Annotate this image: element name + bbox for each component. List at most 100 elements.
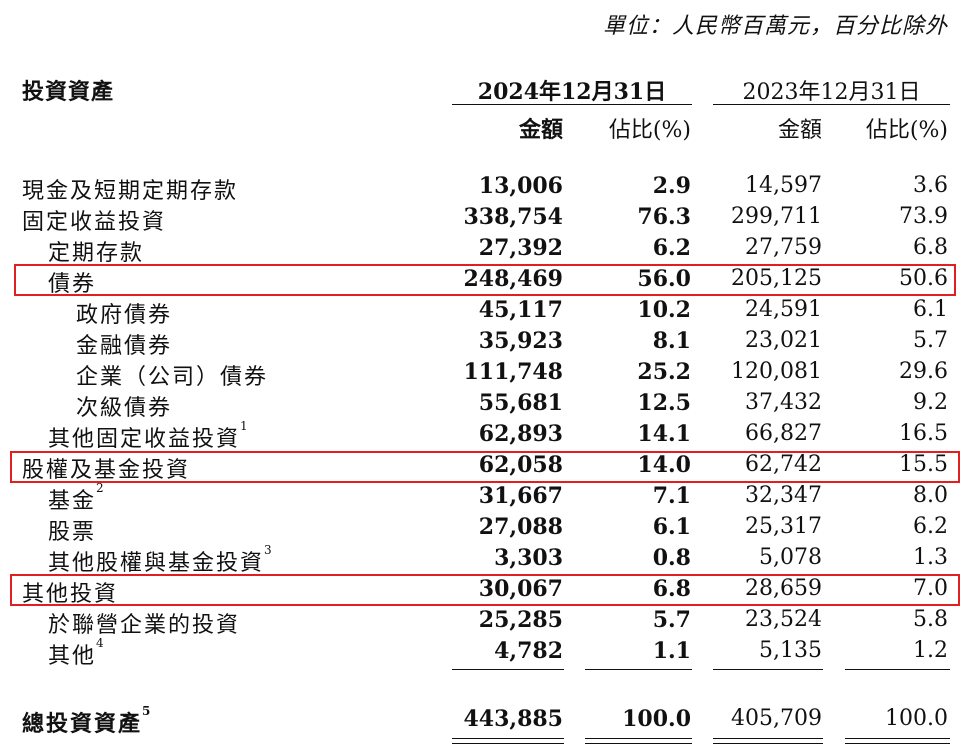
cell-amount-2023: 299,711 (731, 204, 822, 229)
cell-ratio-2024: 6.8 (652, 576, 691, 602)
cell-amount-2024: 13,006 (478, 173, 563, 199)
footnote-marker: 2 (96, 481, 104, 495)
table-row: 定期存款 27,392 6.2 27,759 6.8 (0, 235, 974, 266)
row-label-text: 其他股權與基金投資 (48, 551, 265, 576)
period-underline-2024 (452, 104, 692, 105)
cell-amount-2023: 25,317 (745, 514, 822, 539)
row-label: 金融債券 (76, 328, 172, 360)
row-label: 基金2 (48, 481, 104, 515)
cell-amount-2023: 14,597 (745, 173, 822, 198)
cell-amount-2024: 35,923 (478, 328, 563, 354)
subtotal-line-ratio-2024 (585, 669, 692, 670)
subtotal-line-amount-2023 (713, 669, 823, 670)
cell-amount-2023: 120,081 (731, 359, 822, 384)
cell-ratio-2023: 100.0 (885, 706, 948, 731)
ratio-header-2023: 佔比(%) (865, 118, 948, 143)
unit-note: 單位：人民幣百萬元，百分比除外 (602, 14, 948, 39)
ratio-header-2024: 佔比(%) (608, 118, 691, 143)
cell-amount-2024: 338,754 (463, 204, 563, 230)
row-label: 債券 (48, 266, 96, 298)
cell-amount-2024: 248,469 (463, 266, 563, 292)
cell-amount-2023: 28,659 (745, 576, 822, 601)
cell-amount-2023: 5,135 (759, 638, 822, 663)
row-label: 定期存款 (48, 235, 144, 267)
row-label-text: 債券 (48, 272, 97, 297)
subtotal-line-ratio-2023 (845, 669, 950, 670)
cell-amount-2023: 66,827 (745, 421, 822, 446)
total-row: 總投資資產5 443,885 100.0 405,709 100.0 (0, 704, 974, 737)
cell-ratio-2024: 7.1 (652, 483, 691, 509)
cell-ratio-2023: 6.8 (913, 235, 948, 260)
cell-ratio-2023: 29.6 (899, 359, 948, 384)
amount-header-2023: 金額 (777, 118, 822, 143)
row-label-text: 總投資資產 (22, 711, 143, 737)
cell-ratio-2023: 9.2 (913, 390, 948, 415)
cell-ratio-2023: 16.5 (899, 421, 948, 446)
cell-amount-2023: 32,347 (745, 483, 822, 508)
row-label-text: 股權及基金投資 (22, 458, 191, 483)
row-label: 其他固定收益投資1 (48, 419, 248, 453)
cell-ratio-2023: 5.8 (913, 607, 948, 632)
total-double-line-ratio-2024 (585, 738, 692, 744)
cell-amount-2024: 443,885 (463, 706, 563, 732)
row-label: 股票 (48, 514, 96, 546)
cell-ratio-2023: 15.5 (899, 452, 948, 477)
table-title: 投資資產 (22, 79, 115, 105)
cell-amount-2023: 62,742 (745, 452, 822, 477)
row-label: 其他股權與基金投資3 (48, 543, 272, 577)
cell-amount-2024: 45,117 (478, 297, 563, 323)
table-row: 基金2 31,667 7.1 32,347 8.0 (0, 481, 974, 515)
total-double-line-amount-2023 (713, 738, 823, 744)
cell-amount-2024: 55,681 (478, 390, 563, 416)
total-double-line-ratio-2023 (845, 738, 950, 744)
cell-ratio-2024: 14.0 (637, 452, 691, 478)
cell-ratio-2023: 1.2 (913, 638, 948, 663)
footnote-marker: 1 (240, 419, 248, 433)
row-label-text: 其他 (48, 644, 97, 669)
cell-ratio-2024: 76.3 (637, 204, 691, 230)
footnote-marker: 5 (142, 704, 151, 718)
row-label: 於聯營企業的投資 (48, 607, 240, 639)
cell-ratio-2024: 0.8 (652, 545, 691, 571)
cell-ratio-2024: 100.0 (622, 706, 691, 732)
cell-amount-2024: 62,893 (478, 421, 563, 447)
cell-amount-2024: 27,392 (478, 235, 563, 261)
cell-ratio-2024: 2.9 (652, 173, 691, 199)
cell-ratio-2024: 8.1 (652, 328, 691, 354)
row-label-text: 金融債券 (76, 334, 173, 359)
cell-amount-2024: 27,088 (478, 514, 563, 540)
cell-ratio-2024: 6.2 (652, 235, 691, 261)
table-row: 政府債券 45,117 10.2 24,591 6.1 (0, 297, 974, 328)
cell-amount-2023: 23,524 (745, 607, 822, 632)
row-label: 現金及短期定期存款 (22, 173, 238, 205)
cell-amount-2023: 27,759 (745, 235, 822, 260)
table-row: 其他股權與基金投資3 3,303 0.8 5,078 1.3 (0, 543, 974, 577)
cell-amount-2024: 25,285 (478, 607, 563, 633)
cell-ratio-2024: 1.1 (652, 638, 691, 664)
cell-ratio-2024: 25.2 (637, 359, 691, 385)
cell-amount-2023: 24,591 (745, 297, 822, 322)
row-label-text: 定期存款 (48, 241, 145, 266)
cell-ratio-2023: 3.6 (913, 173, 948, 198)
cell-amount-2024: 62,058 (478, 452, 563, 478)
cell-ratio-2023: 6.1 (913, 297, 948, 322)
row-label: 次級債券 (76, 390, 172, 422)
row-label-text: 股票 (48, 520, 97, 545)
row-label-text: 於聯營企業的投資 (48, 613, 241, 638)
cell-ratio-2024: 10.2 (637, 297, 691, 323)
cell-amount-2024: 30,067 (478, 576, 563, 602)
row-label: 其他投資 (22, 576, 118, 608)
cell-ratio-2023: 7.0 (913, 576, 948, 601)
row-label-text: 其他投資 (22, 582, 119, 607)
row-label-text: 次級債券 (76, 396, 173, 421)
cell-amount-2023: 205,125 (731, 266, 822, 291)
cell-ratio-2024: 6.1 (652, 514, 691, 540)
table-row: 其他投資 30,067 6.8 28,659 7.0 (0, 576, 974, 607)
row-label: 固定收益投資 (22, 204, 166, 236)
table-row: 於聯營企業的投資 25,285 5.7 23,524 5.8 (0, 607, 974, 638)
table-row: 股權及基金投資 62,058 14.0 62,742 15.5 (0, 452, 974, 483)
cell-ratio-2024: 5.7 (652, 607, 691, 633)
row-label: 其他4 (48, 636, 104, 670)
cell-ratio-2023: 5.7 (913, 328, 948, 353)
cell-ratio-2023: 8.0 (913, 483, 948, 508)
